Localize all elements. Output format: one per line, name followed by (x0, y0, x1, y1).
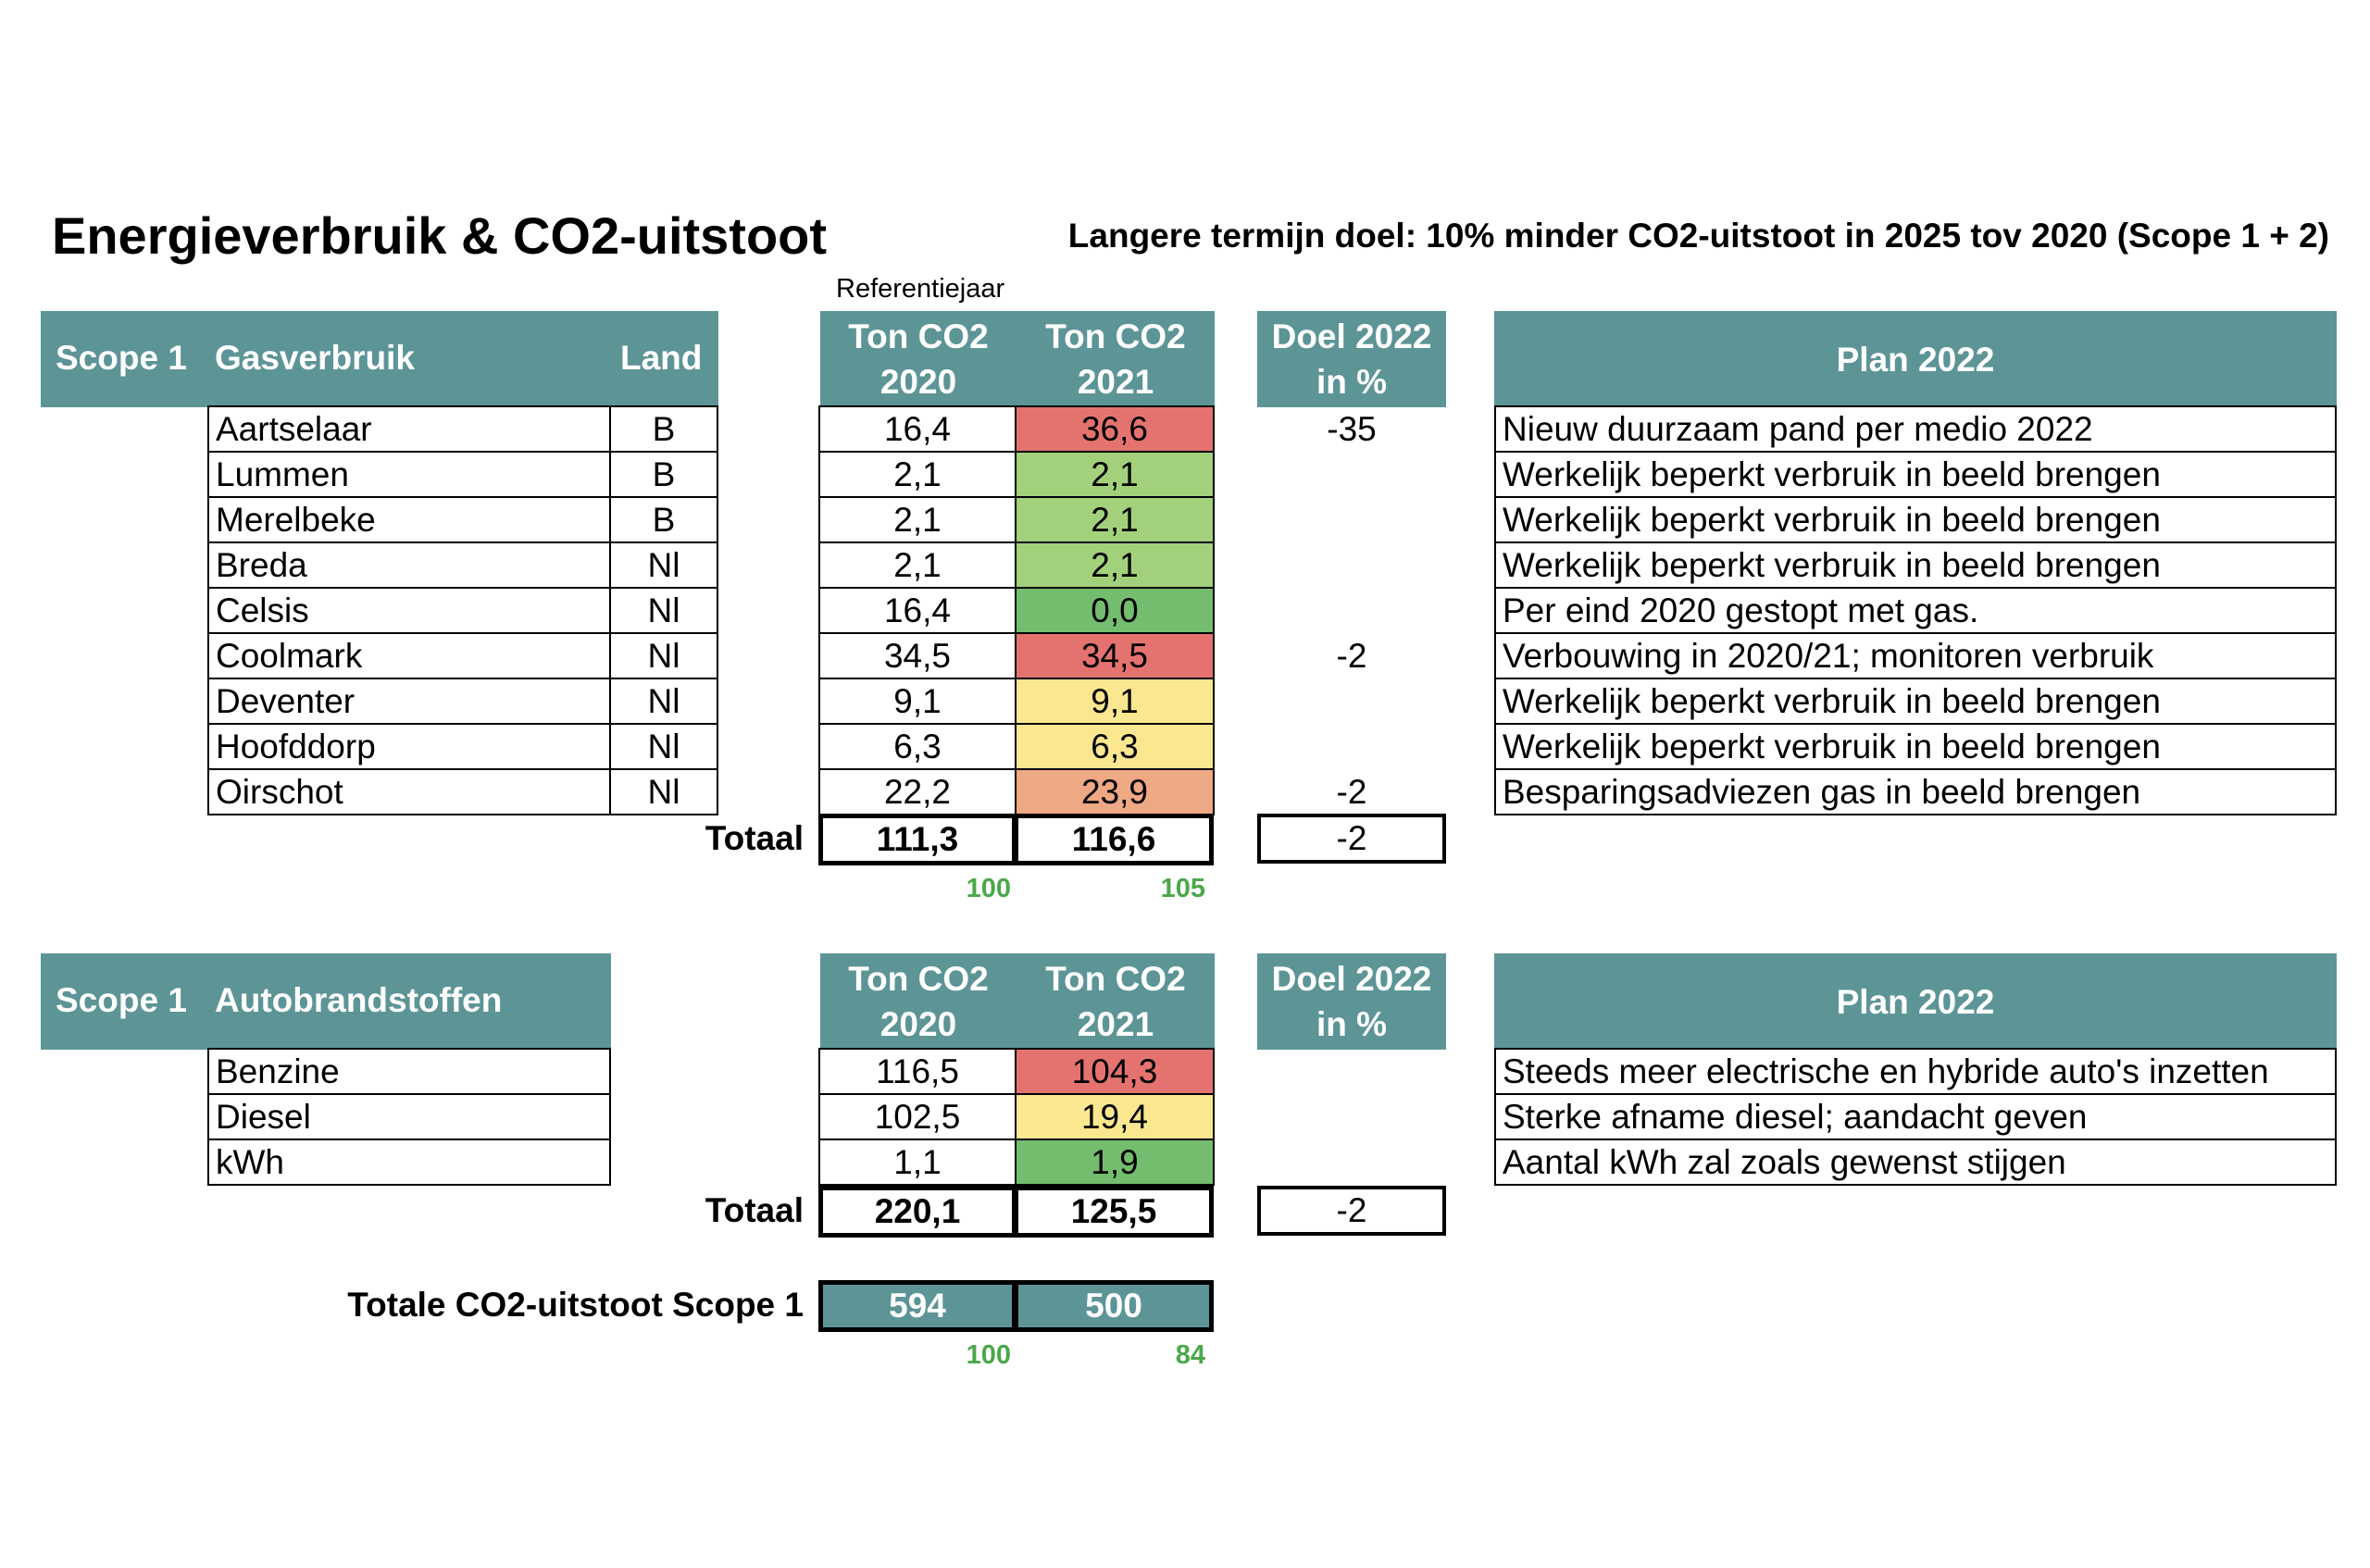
fuel-row-plan: Sterke afname diesel; aandacht geven (1494, 1093, 2337, 1140)
fuel-header-plan: Plan 2022 (1494, 953, 2337, 1050)
gas-row-land: Nl (609, 678, 718, 725)
grand-index-2021: 84 (1175, 1340, 1205, 1370)
gas-row-name: Oirschot (207, 768, 611, 815)
gas-row-ton2020: 34,5 (818, 632, 1017, 679)
gas-row-doel (1257, 678, 1446, 725)
gas-row-ton2020: 6,3 (818, 723, 1017, 770)
fuel-total-label: Totaal (705, 1191, 804, 1229)
gas-header-doel: Doel 2022 in % (1257, 311, 1446, 407)
gas-total-label: Totaal (705, 819, 804, 857)
gas-row-land: Nl (609, 768, 718, 815)
gas-row-ton2021: 0,0 (1015, 587, 1215, 634)
fuel-total-doel: -2 (1257, 1186, 1446, 1236)
gas-row-ton2020: 16,4 (818, 405, 1017, 453)
gas-row-name: Deventer (207, 678, 611, 725)
gas-row-plan: Werkelijk beperkt verbruik in beeld bren… (1494, 723, 2337, 770)
gas-row-plan: Werkelijk beperkt verbruik in beeld bren… (1494, 678, 2337, 725)
gas-row-ton2020: 16,4 (818, 587, 1017, 634)
grand-index-2020: 100 (966, 1340, 1011, 1370)
gas-header-category: Gasverbruik (215, 339, 415, 377)
gas-total-doel: -2 (1257, 814, 1446, 864)
long-term-goal: Langere termijn doel: 10% minder CO2-uit… (1067, 217, 2329, 255)
gas-row-doel: -2 (1336, 772, 1367, 811)
gas-index-2020: 100 (966, 874, 1011, 903)
fuel-total-2021: 125,5 (1014, 1186, 1214, 1238)
gas-row-name: Lummen (207, 451, 611, 498)
gas-row-doel: -2 (1336, 636, 1367, 675)
gas-row-ton2020: 22,2 (818, 768, 1017, 815)
gas-row-land: Nl (609, 541, 718, 589)
gas-row-land: Nl (609, 723, 718, 770)
gas-row-ton2020: 9,1 (818, 678, 1017, 725)
gas-row-plan: Per eind 2020 gestopt met gas. (1494, 587, 2337, 634)
fuel-row-ton2020: 116,5 (818, 1048, 1017, 1095)
gas-row-name: Aartselaar (207, 405, 611, 453)
gas-row-name: Hoofddorp (207, 723, 611, 770)
gas-row-plan: Werkelijk beperkt verbruik in beeld bren… (1494, 541, 2337, 589)
gas-row-plan: Werkelijk beperkt verbruik in beeld bren… (1494, 451, 2337, 498)
fuel-row-ton2020: 102,5 (818, 1093, 1017, 1140)
page-title: Energieverbruik & CO2-uitstoot (52, 206, 828, 265)
gas-row-plan: Nieuw duurzaam pand per medio 2022 (1494, 405, 2337, 453)
gas-row-ton2021: 36,6 (1015, 405, 1215, 453)
fuel-row-ton2021: 1,9 (1015, 1139, 1215, 1186)
fuel-header-ton2021: Ton CO2 2021 (1017, 953, 1215, 1050)
gas-row-ton2021: 2,1 (1015, 451, 1215, 498)
fuel-row-name: Diesel (207, 1093, 611, 1140)
gas-row-doel (1257, 587, 1446, 634)
gas-header-left: Scope 1 Gasverbruik Land (41, 311, 718, 407)
gas-row-plan: Verbouwing in 2020/21; monitoren verbrui… (1494, 632, 2337, 679)
gas-row-ton2021: 2,1 (1015, 496, 1215, 543)
grand-total-label: Totale CO2-uitstoot Scope 1 (347, 1286, 804, 1324)
fuel-header-doel: Doel 2022 in % (1257, 953, 1446, 1050)
fuel-row-name: Benzine (207, 1048, 611, 1095)
gas-row-ton2020: 2,1 (818, 451, 1017, 498)
fuel-row-ton2021: 104,3 (1015, 1048, 1215, 1095)
gas-row-land: Nl (609, 632, 718, 679)
gas-header-scope: Scope 1 (56, 339, 187, 377)
gas-row-ton2021: 2,1 (1015, 541, 1215, 589)
gas-row-ton2021: 34,5 (1015, 632, 1215, 679)
gas-row-ton2021: 23,9 (1015, 768, 1215, 815)
fuel-header-left: Scope 1 Autobrandstoffen (41, 953, 611, 1050)
gas-row-doel: -35 (1327, 409, 1377, 448)
fuel-row-ton2020: 1,1 (818, 1139, 1017, 1186)
gas-index-2021: 105 (1160, 874, 1205, 903)
gas-row-ton2020: 2,1 (818, 541, 1017, 589)
gas-header-plan: Plan 2022 (1494, 311, 2337, 407)
gas-row-name: Merelbeke (207, 496, 611, 543)
gas-row-ton2020: 2,1 (818, 496, 1017, 543)
gas-header-ton2021: Ton CO2 2021 (1017, 311, 1215, 407)
gas-row-land: B (609, 496, 718, 543)
fuel-header-ton2020: Ton CO2 2020 (820, 953, 1017, 1050)
fuel-row-name: kWh (207, 1139, 611, 1186)
gas-total-2021: 116,6 (1014, 814, 1214, 865)
fuel-header-scope: Scope 1 (56, 981, 187, 1019)
fuel-row-plan: Steeds meer electrische en hybride auto'… (1494, 1048, 2337, 1095)
grand-total-2021: 500 (1014, 1280, 1214, 1332)
gas-row-doel (1257, 451, 1446, 498)
gas-row-doel (1257, 723, 1446, 770)
gas-row-plan: Besparingsadviezen gas in beeld brengen (1494, 768, 2337, 815)
gas-row-ton2021: 9,1 (1015, 678, 1215, 725)
gas-row-doel (1257, 496, 1446, 543)
fuel-total-2020: 220,1 (818, 1186, 1017, 1238)
gas-row-land: Nl (609, 587, 718, 634)
fuel-header-category: Autobrandstoffen (215, 981, 503, 1019)
gas-row-land: B (609, 405, 718, 453)
gas-header-ton2020: Ton CO2 2020 (820, 311, 1017, 407)
gas-row-plan: Werkelijk beperkt verbruik in beeld bren… (1494, 496, 2337, 543)
gas-row-land: B (609, 451, 718, 498)
gas-row-doel (1257, 541, 1446, 589)
gas-row-ton2021: 6,3 (1015, 723, 1215, 770)
gas-header-land: Land (620, 339, 703, 377)
fuel-row-ton2021: 19,4 (1015, 1093, 1215, 1140)
reference-year-label: Referentiejaar (836, 274, 1005, 304)
gas-row-name: Coolmark (207, 632, 611, 679)
grand-total-2020: 594 (818, 1280, 1017, 1332)
gas-total-2020: 111,3 (818, 814, 1017, 865)
gas-row-name: Celsis (207, 587, 611, 634)
fuel-row-plan: Aantal kWh zal zoals gewenst stijgen (1494, 1139, 2337, 1186)
gas-row-name: Breda (207, 541, 611, 589)
